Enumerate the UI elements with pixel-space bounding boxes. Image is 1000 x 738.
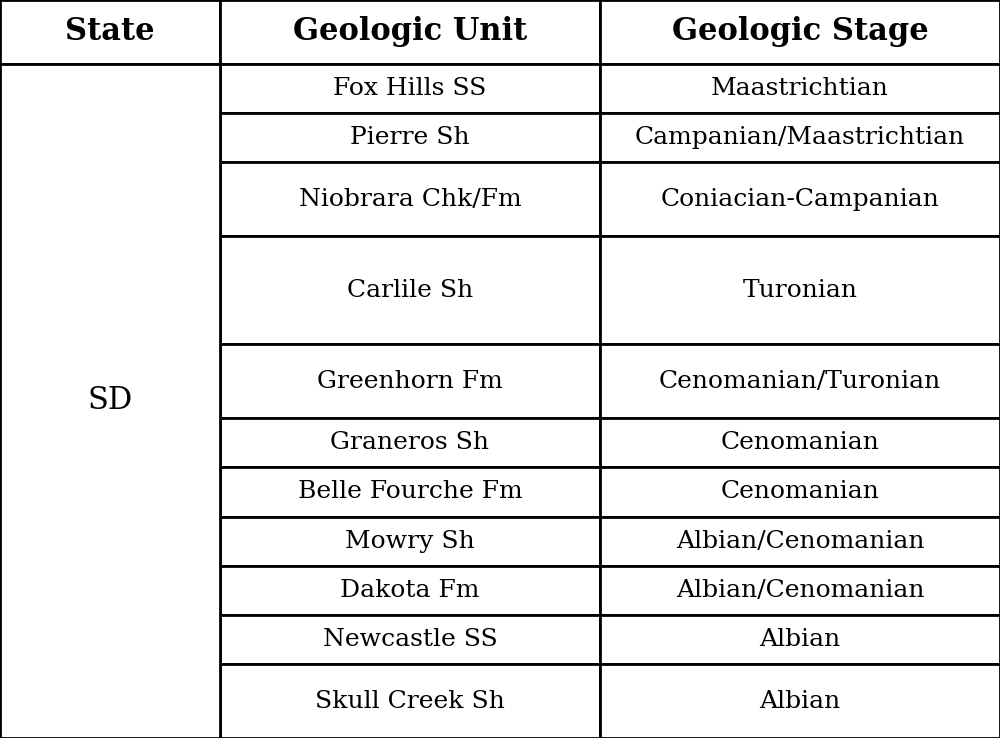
Text: Campanian/Maastrichtian: Campanian/Maastrichtian	[635, 126, 965, 149]
Bar	[600, 664, 1000, 738]
Bar	[600, 467, 1000, 517]
Bar	[0, 64, 220, 738]
Text: Dakota Fm: Dakota Fm	[340, 579, 480, 602]
Bar	[220, 566, 600, 615]
Text: Albian/Cenomanian: Albian/Cenomanian	[676, 579, 924, 602]
Text: Newcastle SS: Newcastle SS	[323, 628, 497, 651]
Text: Graneros Sh: Graneros Sh	[330, 431, 490, 455]
Bar	[600, 615, 1000, 664]
Bar	[220, 418, 600, 467]
Bar	[220, 345, 600, 418]
Text: Maastrichtian: Maastrichtian	[711, 77, 889, 100]
Text: Cenomanian: Cenomanian	[721, 431, 879, 455]
Bar	[220, 467, 600, 517]
Bar	[220, 162, 600, 236]
Text: Skull Creek Sh: Skull Creek Sh	[315, 689, 505, 713]
Text: Belle Fourche Fm: Belle Fourche Fm	[298, 480, 522, 503]
Bar	[220, 664, 600, 738]
Text: State: State	[65, 16, 155, 47]
Text: Geologic Unit: Geologic Unit	[293, 16, 527, 47]
Text: Niobrara Chk/Fm: Niobrara Chk/Fm	[299, 187, 521, 211]
Bar	[600, 113, 1000, 162]
Bar	[600, 517, 1000, 566]
Text: Mowry Sh: Mowry Sh	[345, 530, 475, 553]
Bar	[600, 0, 1000, 64]
Text: Greenhorn Fm: Greenhorn Fm	[317, 370, 503, 393]
Text: Turonian: Turonian	[742, 279, 858, 302]
Bar	[600, 566, 1000, 615]
Text: Pierre Sh: Pierre Sh	[350, 126, 470, 149]
Bar	[600, 236, 1000, 345]
Text: Albian: Albian	[759, 628, 841, 651]
Bar	[220, 517, 600, 566]
Bar	[600, 162, 1000, 236]
Bar	[220, 64, 600, 113]
Bar	[600, 64, 1000, 113]
Text: Albian/Cenomanian: Albian/Cenomanian	[676, 530, 924, 553]
Bar	[600, 418, 1000, 467]
Bar	[220, 615, 600, 664]
Text: Coniacian-Campanian: Coniacian-Campanian	[661, 187, 939, 211]
Bar	[0, 0, 220, 64]
Text: Cenomanian/Turonian: Cenomanian/Turonian	[659, 370, 941, 393]
Bar	[220, 0, 600, 64]
Text: Albian: Albian	[759, 689, 841, 713]
Bar	[220, 236, 600, 345]
Text: SD: SD	[87, 385, 133, 416]
Text: Fox Hills SS: Fox Hills SS	[333, 77, 487, 100]
Bar	[220, 113, 600, 162]
Text: Cenomanian: Cenomanian	[721, 480, 879, 503]
Text: Geologic Stage: Geologic Stage	[672, 16, 928, 47]
Bar	[600, 345, 1000, 418]
Text: Carlile Sh: Carlile Sh	[347, 279, 473, 302]
